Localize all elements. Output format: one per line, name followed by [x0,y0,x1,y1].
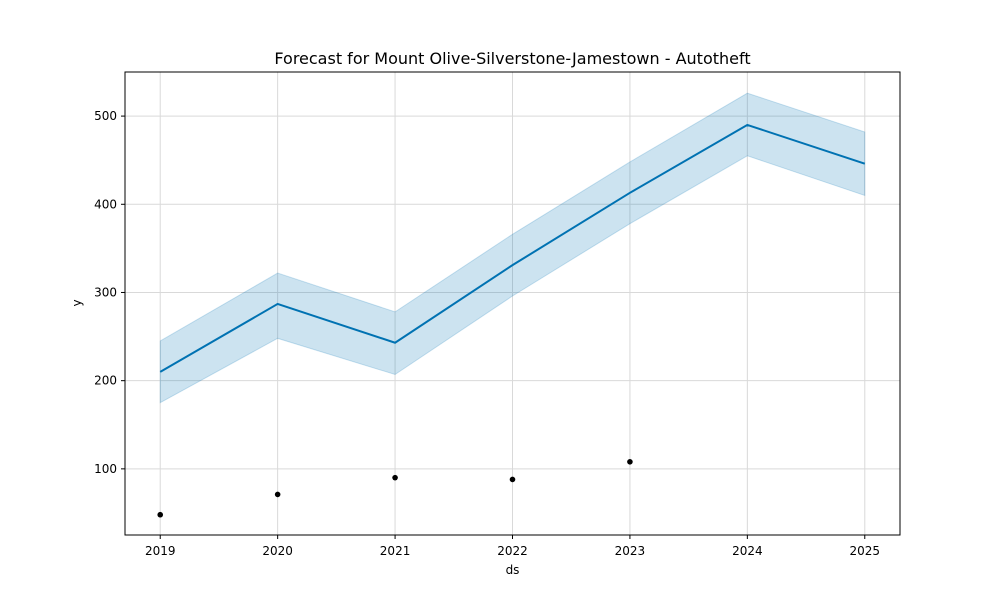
forecast-line [159,123,866,373]
y-tick-label: 500 [94,109,117,123]
observed-point [509,476,516,483]
x-tick-label: 2021 [380,544,411,558]
observed-point [392,474,398,481]
x-tick-label: 2022 [497,544,528,558]
observed-point [274,491,281,498]
y-axis-label: y [70,299,84,306]
x-tick-label: 2019 [145,544,176,558]
y-tick-label: 200 [94,374,117,388]
chart-title: Forecast for Mount Olive-Silverstone-Jam… [274,49,750,68]
x-axis-label: ds [506,563,520,577]
x-tick-label: 2023 [615,544,646,558]
x-tick-label: 2024 [732,544,763,558]
observed-points [157,459,633,518]
y-tick-label: 400 [94,197,117,211]
grid [125,72,900,535]
observed-point [157,511,164,518]
x-axis: 2019 2020 2021 2022 2023 2024 2025 [145,535,880,558]
uncertainty-band [159,92,866,404]
x-tick-label: 2025 [849,544,880,558]
y-tick-label: 100 [94,462,117,476]
y-axis: 100 200 300 400 500 [94,109,125,476]
y-tick-label: 300 [94,285,117,299]
x-tick-label: 2020 [262,544,293,558]
observed-point [627,459,633,465]
